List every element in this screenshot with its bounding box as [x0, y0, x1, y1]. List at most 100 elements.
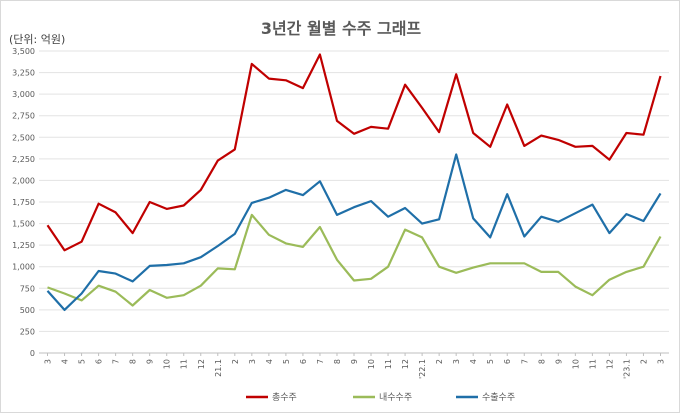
y-tick-label: 1,500 [12, 220, 35, 229]
data-point [131, 231, 134, 234]
data-point [574, 145, 577, 148]
data-point [591, 294, 594, 297]
data-point [284, 188, 287, 191]
y-tick-label: 250 [20, 327, 35, 336]
data-point [472, 131, 475, 134]
data-point [216, 267, 219, 270]
data-point [148, 200, 151, 203]
data-point [182, 294, 185, 297]
data-point [46, 286, 49, 289]
x-tick-label: 5 [78, 359, 87, 364]
y-tick-label: 0 [30, 349, 35, 358]
data-point [403, 228, 406, 231]
data-point [642, 133, 645, 136]
legend-label: 수출수주 [482, 392, 515, 403]
data-point [523, 262, 526, 265]
x-tick-label: 12 [197, 359, 206, 369]
x-tick-label: 8 [129, 359, 138, 364]
data-point [574, 285, 577, 288]
data-point [403, 206, 406, 209]
data-point [165, 263, 168, 266]
data-point [114, 211, 117, 214]
y-tick-label: 2,750 [12, 112, 35, 121]
data-point [625, 212, 628, 215]
data-point [403, 83, 406, 86]
data-point [284, 242, 287, 245]
data-point [557, 220, 560, 223]
data-point [131, 304, 134, 307]
x-tick-label: 12 [401, 359, 410, 369]
x-tick-label: 9 [146, 359, 155, 364]
data-point [63, 292, 66, 295]
x-tick-label: 2 [231, 359, 240, 364]
data-point [540, 215, 543, 218]
y-tick-label: 500 [20, 306, 35, 315]
data-point [233, 232, 236, 235]
data-point [489, 236, 492, 239]
data-point [557, 270, 560, 273]
data-point [591, 203, 594, 206]
data-point [540, 134, 543, 137]
data-point [318, 53, 321, 56]
data-point [642, 265, 645, 268]
x-tick-label: 21.1 [214, 359, 223, 377]
data-point [318, 180, 321, 183]
y-tick-label: 3,500 [12, 47, 35, 56]
data-point [591, 144, 594, 147]
y-tick-label: 1,250 [12, 241, 35, 250]
data-point [46, 289, 49, 292]
data-point [625, 131, 628, 134]
data-point [489, 145, 492, 148]
data-point [250, 213, 253, 216]
data-point [642, 219, 645, 222]
data-point [386, 127, 389, 130]
data-point [386, 215, 389, 218]
data-point [659, 192, 662, 195]
x-tick-label: 2 [639, 359, 648, 364]
y-tick-label: 2,250 [12, 155, 35, 164]
y-tick-label: 750 [20, 284, 35, 293]
y-tick-label: 3,250 [12, 69, 35, 78]
x-tick-label: 4 [469, 359, 478, 364]
x-tick-label: 6 [95, 359, 104, 364]
chart-title: 3년간 월별 수주 그래프 [260, 19, 422, 38]
data-point [352, 132, 355, 135]
data-point [267, 196, 270, 199]
x-tick-label: 10 [163, 359, 172, 369]
data-point [301, 245, 304, 248]
data-point [148, 264, 151, 267]
data-point [97, 284, 100, 287]
data-point [608, 158, 611, 161]
data-point [148, 288, 151, 291]
x-tick-label: 2 [435, 359, 444, 364]
data-point [455, 271, 458, 274]
data-point [608, 278, 611, 281]
x-tick-label: 9 [350, 359, 359, 364]
x-tick-label: 7 [520, 359, 529, 364]
data-point [335, 258, 338, 261]
data-point [489, 262, 492, 265]
data-point [131, 280, 134, 283]
x-tick-label: 11 [384, 359, 393, 369]
data-point [250, 62, 253, 65]
data-point [97, 269, 100, 272]
data-point [284, 79, 287, 82]
data-point [625, 270, 628, 273]
y-tick-label: 1,750 [12, 198, 35, 207]
data-point [199, 256, 202, 259]
x-tick-label: 7 [112, 359, 121, 364]
data-point [659, 74, 662, 77]
data-point [369, 125, 372, 128]
data-point [182, 204, 185, 207]
data-point [523, 144, 526, 147]
y-tick-label: 1,000 [12, 263, 35, 272]
data-point [216, 244, 219, 247]
x-tick-label: '23.1 [622, 359, 631, 379]
x-tick-label: 6 [503, 359, 512, 364]
x-tick-label: 3 [656, 359, 665, 364]
data-point [267, 233, 270, 236]
x-tick-label: 3 [248, 359, 257, 364]
data-point [438, 265, 441, 268]
